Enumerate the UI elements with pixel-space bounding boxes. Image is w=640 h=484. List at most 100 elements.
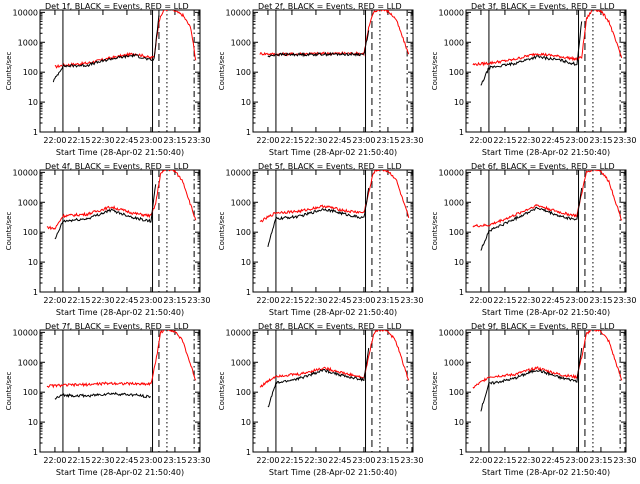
- x-tick-label: 23:15: [589, 456, 612, 465]
- y-tick-label: 10000: [226, 168, 251, 177]
- y-tick-label: 100: [449, 68, 464, 77]
- chart-title: Det 6f, BLACK = Events, RED = LLD: [471, 162, 615, 171]
- y-tick-label: 1: [246, 288, 251, 297]
- x-tick-label: 23:30: [613, 456, 636, 465]
- y-tick-label: 10000: [439, 328, 464, 337]
- plot-frame: [39, 329, 201, 453]
- x-tick-label: 22:15: [493, 296, 516, 305]
- x-tick-label: 22:00: [469, 456, 492, 465]
- x-tick-label: 23:30: [613, 296, 636, 305]
- x-tick-label: 22:30: [517, 296, 540, 305]
- x-tick-label: 22:15: [493, 136, 516, 145]
- chart-panel-9: Det 9f, BLACK = Events, RED = LLD Counts/…: [431, 322, 636, 477]
- chart-panel-2: Det 2f, BLACK = Events, RED = LLD Counts/…: [218, 2, 423, 157]
- y-tick-label: 100: [449, 228, 464, 237]
- y-tick-label: 1: [33, 128, 38, 137]
- y-tick-label: 10000: [13, 8, 38, 17]
- x-tick-label: 22:15: [493, 456, 516, 465]
- chart-panel-4: Det 4f, BLACK = Events, RED = LLD Counts/…: [5, 162, 210, 317]
- plot-area: [46, 330, 197, 452]
- x-tick-label: 23:15: [589, 136, 612, 145]
- y-tick-label: 10: [28, 98, 38, 107]
- y-tick-label: 1000: [18, 38, 38, 47]
- plot-frame: [465, 169, 627, 293]
- x-tick-label: 22:45: [115, 136, 138, 145]
- y-tick-label: 1: [459, 128, 464, 137]
- x-tick-label: 23:15: [163, 296, 186, 305]
- x-tick-label: 23:30: [613, 136, 636, 145]
- y-tick-label: 1: [246, 128, 251, 137]
- chart-panel-3: Det 3f, BLACK = Events, RED = LLD Counts/…: [431, 2, 636, 157]
- series-lld-line: [46, 330, 197, 389]
- plot-area: [259, 10, 410, 132]
- chart-panel-7: Det 7f, BLACK = Events, RED = LLD Counts/…: [5, 322, 210, 477]
- y-axis-label: Counts/sec: [218, 212, 226, 251]
- chart-title: Det 4f, BLACK = Events, RED = LLD: [45, 162, 189, 171]
- series-lld-line: [472, 330, 623, 389]
- chart-panel-6: Det 6f, BLACK = Events, RED = LLD Counts/…: [431, 162, 636, 317]
- series-events-line: [267, 30, 370, 58]
- x-tick-label: 22:00: [43, 456, 66, 465]
- x-tick-label: 23:00: [139, 296, 162, 305]
- chart-title: Det 9f, BLACK = Events, RED = LLD: [471, 322, 615, 331]
- x-axis-label: Start Time (28-Apr-02 21:50:40): [269, 468, 397, 477]
- series-events-line: [52, 15, 160, 83]
- x-tick-label: 22:30: [517, 456, 540, 465]
- series-events-line: [480, 347, 583, 412]
- x-tick-label: 22:15: [280, 136, 303, 145]
- series-events-line: [480, 187, 583, 251]
- series-events-line: [54, 391, 151, 400]
- x-tick-label: 23:00: [352, 296, 375, 305]
- y-axis-label: Counts/sec: [431, 52, 439, 91]
- plot-frame: [39, 169, 201, 293]
- series-lld-line: [46, 170, 197, 231]
- x-axis-label: Start Time (28-Apr-02 21:50:40): [482, 468, 610, 477]
- series-events-line: [54, 184, 157, 240]
- x-tick-label: 22:45: [328, 296, 351, 305]
- series-lld-line: [259, 10, 410, 57]
- y-tick-label: 1000: [231, 358, 251, 367]
- y-tick-label: 10: [241, 418, 251, 427]
- x-tick-label: 22:15: [67, 136, 90, 145]
- plot-area: [46, 170, 197, 292]
- series-lld-line: [472, 10, 623, 67]
- x-axis-label: Start Time (28-Apr-02 21:50:40): [269, 148, 397, 157]
- plot-frame: [252, 169, 414, 293]
- y-axis-label: Counts/sec: [218, 52, 226, 91]
- plot-area: [472, 170, 623, 292]
- plot-frame: [465, 9, 627, 133]
- x-axis-label: Start Time (28-Apr-02 21:50:40): [56, 148, 184, 157]
- x-tick-label: 23:00: [352, 456, 375, 465]
- x-axis-label: Start Time (28-Apr-02 21:50:40): [269, 308, 397, 317]
- y-tick-label: 10: [454, 418, 464, 427]
- x-tick-label: 22:30: [304, 456, 327, 465]
- series-events-line: [480, 21, 583, 86]
- x-tick-label: 23:15: [163, 136, 186, 145]
- y-tick-label: 100: [23, 228, 38, 237]
- plot-frame: [252, 9, 414, 133]
- x-axis-label: Start Time (28-Apr-02 21:50:40): [56, 308, 184, 317]
- y-tick-label: 10000: [13, 328, 38, 337]
- x-tick-label: 22:45: [115, 456, 138, 465]
- x-tick-label: 23:00: [565, 456, 588, 465]
- y-tick-label: 1: [33, 448, 38, 457]
- y-tick-label: 1: [459, 288, 464, 297]
- x-tick-label: 22:15: [67, 296, 90, 305]
- y-tick-label: 10: [241, 98, 251, 107]
- x-tick-label: 22:00: [43, 136, 66, 145]
- x-tick-label: 22:15: [67, 456, 90, 465]
- chart-title: Det 7f, BLACK = Events, RED = LLD: [45, 322, 189, 331]
- plot-area: [52, 10, 197, 132]
- x-tick-label: 22:30: [91, 296, 114, 305]
- x-tick-label: 23:00: [352, 136, 375, 145]
- plot-frame: [39, 9, 201, 133]
- chart-title: Det 3f, BLACK = Events, RED = LLD: [471, 2, 615, 11]
- y-tick-label: 1000: [231, 198, 251, 207]
- x-tick-label: 22:45: [328, 136, 351, 145]
- y-tick-label: 10: [454, 98, 464, 107]
- y-tick-label: 1: [33, 288, 38, 297]
- x-tick-label: 22:00: [256, 136, 279, 145]
- y-axis-label: Counts/sec: [431, 212, 439, 251]
- y-tick-label: 100: [236, 68, 251, 77]
